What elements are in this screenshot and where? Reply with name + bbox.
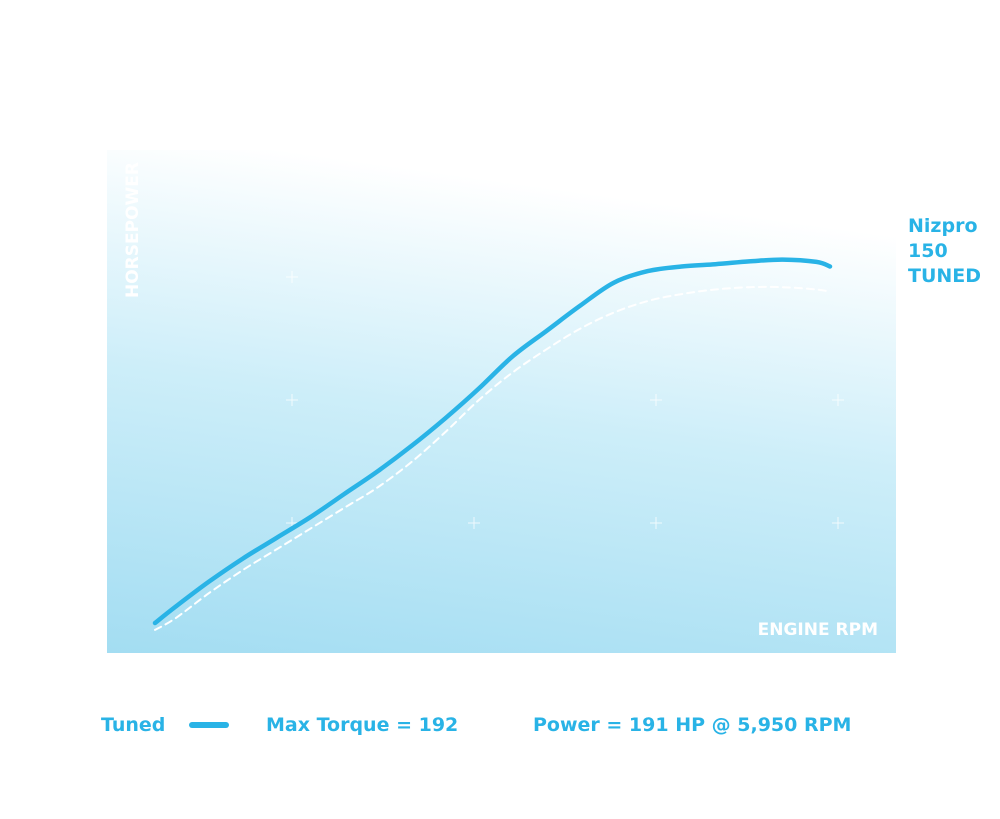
grid-markers (286, 271, 844, 529)
plus-marker (286, 271, 298, 283)
legend-series-name: Tuned (101, 714, 166, 736)
legend-power: Power = 191 HP @ 5,950 RPM (533, 714, 852, 736)
legend-series: Tuned (101, 712, 230, 738)
series-line-tuned (152, 257, 833, 626)
plot-area (107, 150, 896, 653)
plus-marker (832, 517, 844, 529)
plus-marker (286, 394, 298, 406)
series-label: Nizpro 150 TUNED (908, 214, 998, 289)
series-label-line-3: TUNED (908, 265, 982, 287)
plus-marker (468, 517, 480, 529)
series-label-line-2: 150 (908, 240, 948, 262)
y-axis-label: HORSEPOWER (123, 162, 143, 298)
plus-marker (650, 517, 662, 529)
series-label-line-1: Nizpro (908, 215, 978, 237)
legend-line-swatch (189, 722, 230, 728)
series-layer (152, 257, 833, 631)
x-axis-label: ENGINE RPM (757, 620, 878, 640)
legend-max-torque: Max Torque = 192 (266, 714, 459, 736)
plus-marker (832, 394, 844, 406)
series-line-baseline (154, 285, 831, 631)
plus-marker (650, 394, 662, 406)
